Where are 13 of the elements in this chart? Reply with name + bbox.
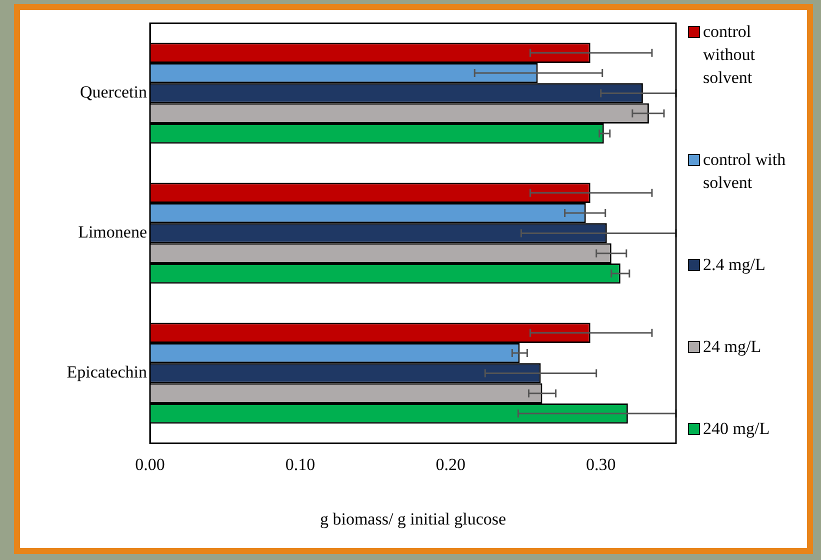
x-tick-label: 0.30 xyxy=(586,454,616,474)
y-tick-label: Limonene xyxy=(78,222,147,242)
legend-label: control without solvent xyxy=(703,21,756,89)
legend-label: 240 mg/L xyxy=(703,418,770,440)
legend-label: 24 mg/L xyxy=(703,336,762,358)
y-tick-label: Quercetin xyxy=(80,82,148,102)
legend-label: 2.4 mg/L xyxy=(703,254,766,276)
x-tick-label: 0.20 xyxy=(436,454,466,474)
x-tick-label: 0.00 xyxy=(135,454,165,474)
y-tick-label: Epicatechin xyxy=(66,362,148,382)
x-axis-title: g biomass/ g initial glucose xyxy=(320,509,506,528)
x-tick-label: 0.10 xyxy=(285,454,316,474)
legend-label: control with solvent xyxy=(703,149,787,194)
